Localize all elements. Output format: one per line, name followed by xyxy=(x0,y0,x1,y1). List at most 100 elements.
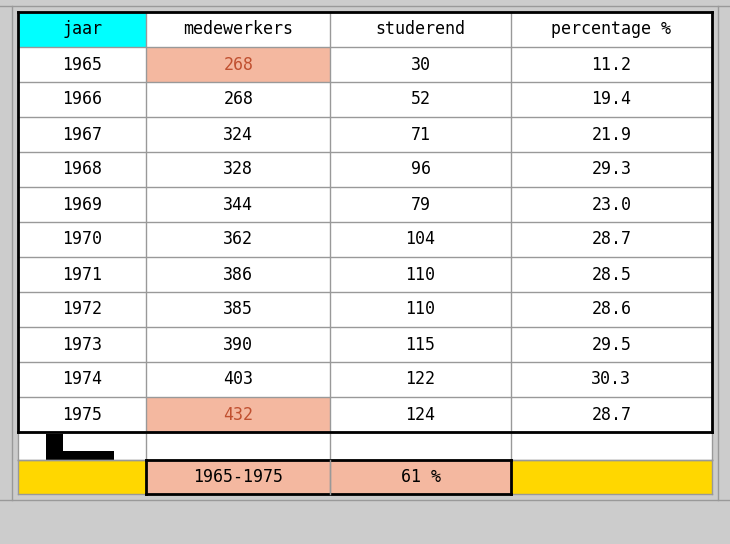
Bar xyxy=(511,397,712,432)
Bar xyxy=(147,222,330,257)
Bar xyxy=(18,117,147,152)
Text: 432: 432 xyxy=(223,405,253,423)
Text: 1966: 1966 xyxy=(62,90,102,108)
Bar xyxy=(147,47,330,82)
Text: medewerkers: medewerkers xyxy=(183,21,293,39)
Bar xyxy=(511,12,712,47)
Text: 403: 403 xyxy=(223,370,253,388)
Bar xyxy=(147,82,330,117)
Text: 1975: 1975 xyxy=(62,405,102,423)
Text: 104: 104 xyxy=(406,231,436,249)
Bar xyxy=(18,12,147,47)
Bar xyxy=(18,432,712,460)
Text: 122: 122 xyxy=(406,370,436,388)
Text: 96: 96 xyxy=(410,160,431,178)
Bar xyxy=(18,187,147,222)
Text: 1968: 1968 xyxy=(62,160,102,178)
Text: 28.7: 28.7 xyxy=(591,231,631,249)
Text: 110: 110 xyxy=(406,265,436,283)
Text: 19.4: 19.4 xyxy=(591,90,631,108)
Bar xyxy=(18,292,147,327)
Text: jaar: jaar xyxy=(62,21,102,39)
Text: 79: 79 xyxy=(410,195,431,213)
Text: 28.5: 28.5 xyxy=(591,265,631,283)
Text: 268: 268 xyxy=(223,55,253,73)
Bar xyxy=(147,292,330,327)
Text: 11.2: 11.2 xyxy=(591,55,631,73)
Text: studerend: studerend xyxy=(375,21,466,39)
Text: 29.3: 29.3 xyxy=(591,160,631,178)
Text: 71: 71 xyxy=(410,126,431,144)
Text: 386: 386 xyxy=(223,265,253,283)
Bar xyxy=(511,187,712,222)
Text: 30.3: 30.3 xyxy=(591,370,631,388)
Text: 115: 115 xyxy=(406,336,436,354)
Bar xyxy=(18,82,147,117)
Bar xyxy=(511,117,712,152)
Text: 1970: 1970 xyxy=(62,231,102,249)
Bar xyxy=(511,292,712,327)
Bar xyxy=(330,12,511,47)
Bar xyxy=(18,257,147,292)
Bar xyxy=(18,222,147,257)
Bar xyxy=(511,327,712,362)
Text: 23.0: 23.0 xyxy=(591,195,631,213)
Text: 328: 328 xyxy=(223,160,253,178)
Bar xyxy=(147,12,330,47)
Bar xyxy=(18,362,147,397)
Bar xyxy=(330,257,511,292)
Bar xyxy=(330,362,511,397)
Bar xyxy=(330,187,511,222)
Text: 28.6: 28.6 xyxy=(591,300,631,318)
Bar xyxy=(330,222,511,257)
Text: 362: 362 xyxy=(223,231,253,249)
Text: 344: 344 xyxy=(223,195,253,213)
Text: 268: 268 xyxy=(223,90,253,108)
Bar xyxy=(511,460,712,494)
Text: 21.9: 21.9 xyxy=(591,126,631,144)
Bar xyxy=(330,47,511,82)
Bar xyxy=(511,82,712,117)
Text: 110: 110 xyxy=(406,300,436,318)
Text: 1972: 1972 xyxy=(62,300,102,318)
Bar xyxy=(18,327,147,362)
Text: 1967: 1967 xyxy=(62,126,102,144)
Bar xyxy=(511,152,712,187)
Text: 1973: 1973 xyxy=(62,336,102,354)
Bar xyxy=(18,152,147,187)
Text: 1965-1975: 1965-1975 xyxy=(193,468,283,486)
Bar xyxy=(147,397,330,432)
Bar xyxy=(330,152,511,187)
Bar xyxy=(147,117,330,152)
Bar xyxy=(18,460,147,494)
Bar xyxy=(147,362,330,397)
Text: 28.7: 28.7 xyxy=(591,405,631,423)
Bar xyxy=(147,460,330,494)
Bar xyxy=(147,257,330,292)
Bar xyxy=(18,397,147,432)
Bar xyxy=(511,362,712,397)
Bar xyxy=(511,222,712,257)
Text: percentage %: percentage % xyxy=(551,21,672,39)
Bar xyxy=(330,292,511,327)
Bar xyxy=(330,397,511,432)
Bar xyxy=(330,117,511,152)
Text: 1974: 1974 xyxy=(62,370,102,388)
Bar xyxy=(46,451,115,460)
Bar xyxy=(147,327,330,362)
Text: 29.5: 29.5 xyxy=(591,336,631,354)
Text: 52: 52 xyxy=(410,90,431,108)
Text: 1971: 1971 xyxy=(62,265,102,283)
Text: 124: 124 xyxy=(406,405,436,423)
Bar xyxy=(18,47,147,82)
Bar xyxy=(147,187,330,222)
Text: 30: 30 xyxy=(410,55,431,73)
Text: 390: 390 xyxy=(223,336,253,354)
Bar xyxy=(330,327,511,362)
Text: 385: 385 xyxy=(223,300,253,318)
Bar xyxy=(147,152,330,187)
Bar xyxy=(511,47,712,82)
Bar xyxy=(46,434,63,460)
Text: 324: 324 xyxy=(223,126,253,144)
Bar xyxy=(330,82,511,117)
